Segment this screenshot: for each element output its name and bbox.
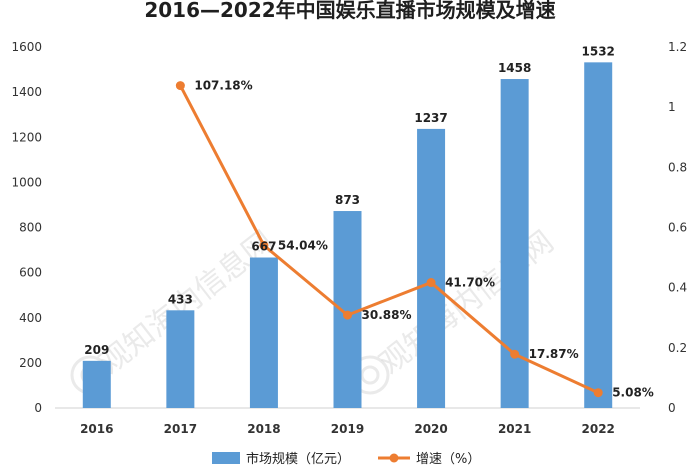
y-tick-label: 1200 xyxy=(11,130,42,144)
x-tick-label: 2021 xyxy=(498,422,531,436)
y-tick-label: 800 xyxy=(19,221,42,235)
bar-value-label: 1532 xyxy=(582,44,615,58)
x-tick-label: 2017 xyxy=(164,422,197,436)
line-point xyxy=(175,81,185,91)
bar xyxy=(584,62,613,408)
bar xyxy=(417,128,446,409)
y-tick-label: 600 xyxy=(19,266,42,280)
y-tick-label: 400 xyxy=(19,311,42,325)
x-tick-label: 2019 xyxy=(331,422,364,436)
y2-tick-label: 0.6 xyxy=(668,221,687,235)
y-tick-label: 1000 xyxy=(11,175,42,189)
axes: 0 200 400 600 800 1000 1200 1400 1600 0 0.2 0.4 0.6 0… xyxy=(11,40,687,436)
data-labels: 209 433 667 873 1237 1458 1532 107.18% 54.04% 30.… xyxy=(84,44,654,399)
legend: 市场规模（亿元） 增速（%） xyxy=(212,451,480,467)
line-point xyxy=(426,278,436,288)
line-value-label: 5.08% xyxy=(612,386,654,400)
line-point xyxy=(343,310,352,320)
y2-tick-label: 0.2 xyxy=(668,341,687,355)
legend-bar-swatch xyxy=(212,452,240,464)
bar-series xyxy=(82,62,613,409)
x-tick-label: 2016 xyxy=(80,422,113,436)
y2-tick-label: 1 xyxy=(668,100,676,114)
legend-line-marker xyxy=(389,453,399,463)
line-series xyxy=(175,81,603,398)
line-value-label: 41.70% xyxy=(445,276,495,290)
y-tick-label: 1600 xyxy=(11,40,42,54)
y-tick-label: 200 xyxy=(19,356,42,370)
y2-tick-label: 0.8 xyxy=(668,160,687,174)
legend-bar-label: 市场规模（亿元） xyxy=(246,451,350,467)
line-value-label: 107.18% xyxy=(194,79,252,93)
bar-value-label: 209 xyxy=(84,343,109,357)
bar xyxy=(333,211,362,408)
line-value-label: 30.88% xyxy=(362,308,412,322)
bar xyxy=(82,360,111,408)
chart-title: 2016—2022年中国娱乐直播市场规模及增速 xyxy=(144,0,555,22)
y2-tick-label: 0 xyxy=(668,401,676,415)
growth-line xyxy=(179,84,599,395)
line-value-label: 54.04% xyxy=(278,238,328,252)
bar-value-label: 1237 xyxy=(414,111,447,125)
bar-value-label: 873 xyxy=(335,193,360,207)
y2-tick-label: 1.2 xyxy=(668,40,687,54)
bar-value-label: 433 xyxy=(168,292,193,306)
bar xyxy=(249,257,278,408)
bar-value-label: 667 xyxy=(251,240,276,254)
x-tick-label: 2022 xyxy=(582,422,615,436)
line-point xyxy=(593,388,603,398)
x-tick-label: 2018 xyxy=(247,422,280,436)
x-tick-label: 2020 xyxy=(414,422,447,436)
bar-value-label: 1458 xyxy=(498,61,531,75)
line-value-label: 17.87% xyxy=(529,347,579,361)
y-tick-label: 1400 xyxy=(11,85,42,99)
line-point xyxy=(510,349,520,359)
bar xyxy=(166,310,195,408)
line-point xyxy=(259,240,269,250)
y-tick-label: 0 xyxy=(34,401,42,415)
legend-line-label: 增速（%） xyxy=(416,452,480,467)
y2-tick-label: 0.4 xyxy=(668,281,687,295)
